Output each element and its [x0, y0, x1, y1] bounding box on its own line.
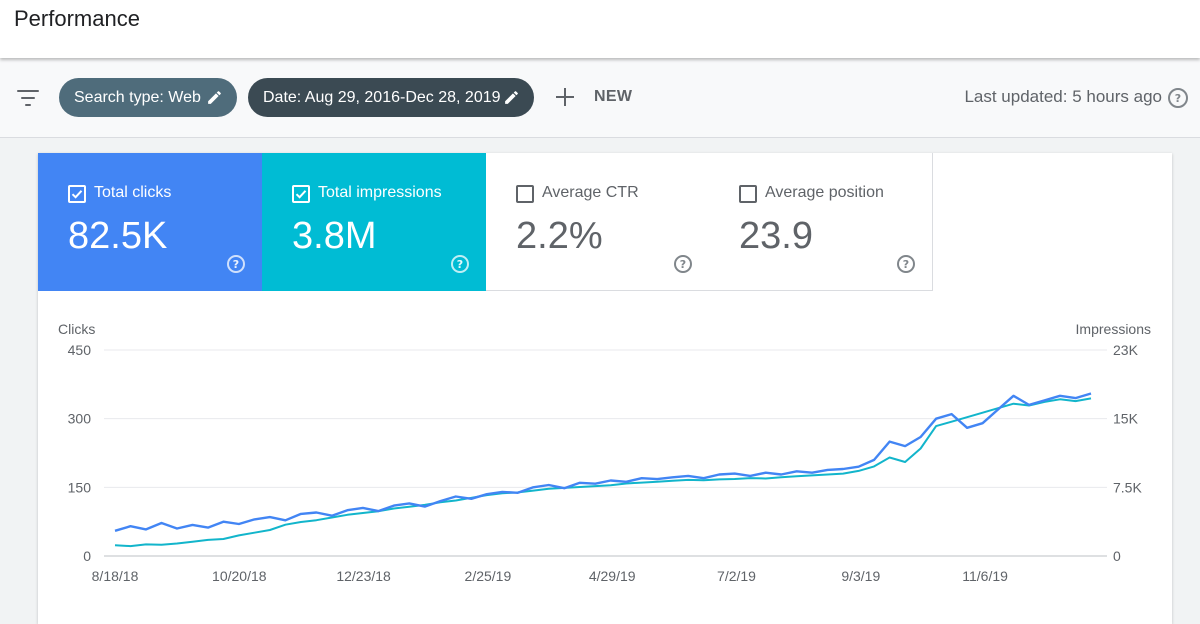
y-right-tick-label: 15K: [1113, 411, 1139, 427]
search-type-label: Search type: Web: [74, 88, 201, 106]
plus-icon: [555, 87, 575, 107]
y-right-tick-label: 7.5K: [1113, 479, 1142, 495]
filter-icon[interactable]: [17, 88, 41, 108]
y-right-axis-title: Impressions: [1076, 321, 1151, 337]
help-icon[interactable]: ?: [674, 255, 692, 273]
x-tick-label: 2/25/19: [465, 568, 512, 584]
x-tick-label: 10/20/18: [212, 568, 267, 584]
x-tick-label: 11/6/19: [962, 568, 1008, 584]
last-updated-text: Last updated: 5 hours ago: [964, 87, 1162, 106]
edit-icon[interactable]: [206, 89, 223, 106]
x-tick-label: 8/18/18: [92, 568, 139, 584]
new-filter-label: NEW: [594, 88, 633, 105]
checkbox-unchecked-icon[interactable]: [739, 185, 757, 203]
metric-average-position[interactable]: Average position 23.9 ?: [709, 153, 933, 291]
edit-icon[interactable]: [503, 89, 520, 106]
series-line-clicks: [114, 392, 1092, 532]
help-icon[interactable]: ?: [227, 255, 245, 273]
checkbox-unchecked-icon[interactable]: [516, 185, 534, 203]
search-type-chip[interactable]: Search type: Web: [59, 78, 237, 117]
y-left-axis-title: Clicks: [58, 321, 95, 337]
filter-bar: Search type: Web Date: Aug 29, 2016-Dec …: [0, 58, 1200, 138]
metric-value: 82.5K: [68, 215, 168, 257]
metric-average-ctr[interactable]: Average CTR 2.2% ?: [486, 153, 710, 291]
new-filter-button[interactable]: NEW: [555, 80, 632, 114]
date-chip[interactable]: Date: Aug 29, 2016-Dec 28, 2019: [248, 78, 534, 117]
y-left-tick-label: 450: [68, 342, 92, 358]
y-right-tick-label: 0: [1113, 548, 1121, 564]
metric-value: 23.9: [739, 215, 813, 257]
metric-label: Average CTR: [542, 184, 639, 201]
y-left-tick-label: 300: [68, 411, 92, 427]
series-line-impressions: [114, 397, 1092, 548]
y-right-tick-label: 23K: [1113, 342, 1139, 358]
checkbox-checked-icon[interactable]: [68, 185, 86, 203]
performance-chart: Clicks Impressions 0 0 150 7.5K 300 15K 450 23K…: [38, 291, 1172, 624]
metric-label: Total impressions: [318, 184, 442, 201]
metric-total-clicks[interactable]: Total clicks 82.5K ?: [38, 153, 262, 291]
date-label: Date: Aug 29, 2016-Dec 28, 2019: [263, 88, 501, 106]
x-tick-label: 7/2/19: [717, 568, 756, 584]
top-bar: Performance: [0, 0, 1200, 58]
performance-chart-svg: Clicks Impressions 0 0 150 7.5K 300 15K 450 23K…: [58, 321, 1151, 584]
metric-total-impressions[interactable]: Total impressions 3.8M ?: [262, 153, 486, 291]
help-icon[interactable]: ?: [1168, 88, 1188, 108]
help-icon[interactable]: ?: [451, 255, 469, 273]
metric-label: Total clicks: [94, 184, 172, 201]
metric-label: Average position: [765, 184, 884, 201]
x-tick-label: 12/23/18: [336, 568, 391, 584]
x-tick-label: 9/3/19: [841, 568, 880, 584]
x-tick-label: 4/29/19: [589, 568, 636, 584]
metric-value: 3.8M: [292, 215, 377, 257]
metric-value: 2.2%: [516, 215, 603, 257]
checkbox-checked-icon[interactable]: [292, 185, 310, 203]
page-title: Performance: [14, 6, 140, 31]
performance-card: Total clicks 82.5K ? Total impressions 3…: [38, 153, 1172, 624]
y-left-tick-label: 150: [68, 479, 92, 495]
help-icon[interactable]: ?: [897, 255, 915, 273]
y-left-tick-label: 0: [83, 548, 91, 564]
